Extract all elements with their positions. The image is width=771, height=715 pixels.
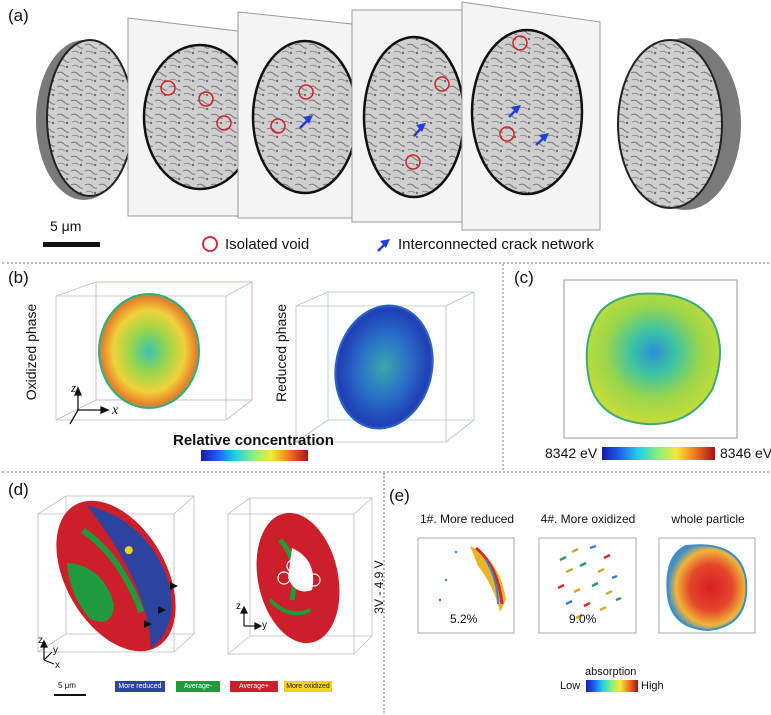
legend-average-minus: Average- xyxy=(176,681,220,692)
slice-2 xyxy=(237,11,359,219)
colorbar-e xyxy=(586,680,638,692)
scale-bar-label-d: 5 μm xyxy=(58,681,76,690)
scale-bar-a xyxy=(43,242,100,247)
legend-more-reduced: More reduced xyxy=(115,681,165,692)
panel-b-graphics xyxy=(55,281,475,461)
oxidized-slice xyxy=(98,293,200,409)
panel-c-graphics xyxy=(563,279,738,460)
panel-label-d: (d) xyxy=(8,480,29,499)
map-whole-particle xyxy=(666,544,748,632)
energy-low-label: 8342 eV xyxy=(545,445,598,461)
crack-legend-label: Interconnected crack network xyxy=(398,236,594,253)
voltage-label: 3V - 4.9 V xyxy=(372,560,386,614)
axes-d-right xyxy=(240,605,263,630)
scale-bar-d xyxy=(54,694,86,696)
axis-x-label-b: x xyxy=(112,403,119,418)
divider-b-c xyxy=(502,264,504,470)
slice-3 xyxy=(351,9,466,223)
particle-map-c xyxy=(585,292,721,426)
slice-1 xyxy=(127,17,258,217)
box-oxidized xyxy=(55,281,253,421)
panel-label-b: (b) xyxy=(8,268,29,287)
divider-a-b xyxy=(2,262,769,264)
scale-bar-label-a: 5 μm xyxy=(50,218,82,234)
legend-more-oxidized: More oxidized xyxy=(284,681,332,692)
percent-2: 9.0% xyxy=(569,612,597,626)
panel-label-e: (e) xyxy=(389,486,410,505)
colorbar-title-e: absorption xyxy=(585,666,637,678)
axis-y-label-d-right: y xyxy=(262,620,267,631)
column-title-2: 4#. More oxidized xyxy=(540,512,636,526)
axis-z-label-d-left: z xyxy=(38,635,43,646)
axis-x-label-d-left: x xyxy=(55,660,60,671)
divider-d-e xyxy=(383,473,385,713)
panel-label-a: (a) xyxy=(8,6,29,25)
void-legend-icon xyxy=(202,236,218,252)
panel-e-graphics xyxy=(417,537,756,692)
particle-right-half xyxy=(617,38,741,210)
column-title-1: 1#. More reduced xyxy=(420,512,515,526)
colorbar-high-e: High xyxy=(641,680,664,692)
colorbar-title-b: Relative concentration xyxy=(173,432,334,449)
legend-average-plus: Average+ xyxy=(230,681,278,692)
axes-d-left xyxy=(40,639,55,665)
colorbar-b xyxy=(201,450,308,461)
energy-high-label: 8346 eV xyxy=(720,445,771,461)
colorbar-c xyxy=(602,447,715,460)
slice-4 xyxy=(461,1,601,231)
panel-d-graphics xyxy=(37,495,373,696)
void-legend-label: Isolated void xyxy=(225,236,310,253)
axis-z-label-d-right: z xyxy=(236,601,241,612)
axes-b xyxy=(69,386,110,425)
box-d-left xyxy=(37,495,195,653)
column-title-3: whole particle xyxy=(671,512,745,526)
segmented-particle-left xyxy=(56,500,176,652)
divider-b-d xyxy=(2,471,769,473)
oxidized-phase-label: Oxidized phase xyxy=(23,303,39,401)
reduced-phase-label: Reduced phase xyxy=(273,303,289,403)
colorbar-low-e: Low xyxy=(560,680,581,692)
segment-arrows xyxy=(144,582,178,628)
box-d-right xyxy=(227,497,373,655)
particle-left-half xyxy=(36,39,134,200)
percent-1: 5.2% xyxy=(450,612,478,626)
panel-a-graphics xyxy=(36,1,741,252)
map-more-reduced xyxy=(438,546,506,612)
axis-z-label-b: z xyxy=(71,380,77,395)
axis-y-label-d-left: y xyxy=(53,645,58,656)
panel-label-c: (c) xyxy=(514,268,534,287)
segmented-particle-right xyxy=(256,512,340,644)
map-more-oxidized xyxy=(552,542,624,620)
reduced-slice xyxy=(334,304,434,430)
